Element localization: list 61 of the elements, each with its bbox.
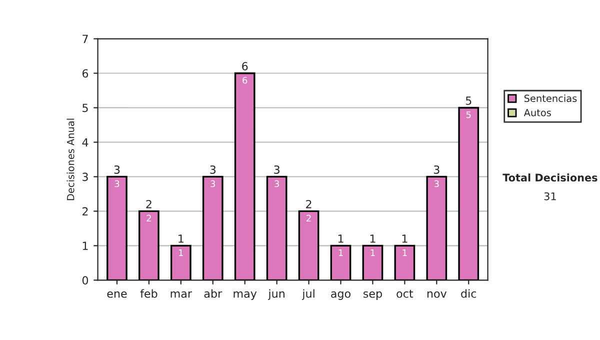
text: 31 xyxy=(544,192,556,200)
data-label: 6 xyxy=(242,76,248,84)
bar xyxy=(330,244,352,280)
x-tick-label: nov xyxy=(427,291,447,298)
total-label: 1 xyxy=(178,234,184,243)
x-tick-label: ene xyxy=(107,291,127,298)
y-axis-title: Decisiones Anual xyxy=(66,118,74,200)
y-tick-label: 7 xyxy=(82,34,88,43)
total-label: 1 xyxy=(338,234,344,243)
y-tick-label: 4 xyxy=(82,138,88,146)
bar xyxy=(458,106,480,280)
total-label: 6 xyxy=(242,62,248,70)
bar xyxy=(202,176,224,280)
data-label: 5 xyxy=(466,111,471,118)
total-label: 1 xyxy=(402,234,408,243)
y-tick-label: 0 xyxy=(82,276,88,285)
x-tick-label: mar xyxy=(170,291,192,298)
x-tick-label: sep xyxy=(363,291,382,300)
x-tick-label: abr xyxy=(204,289,222,298)
total-label: 3 xyxy=(210,165,216,174)
legend-label: Sentencias xyxy=(524,94,577,102)
total-label: 3 xyxy=(434,165,440,174)
bar xyxy=(170,244,192,280)
x-tick-label: oct xyxy=(396,290,414,298)
data-label: 3 xyxy=(434,180,439,188)
x-tick-label: dic xyxy=(461,289,476,298)
bar xyxy=(426,176,448,280)
total-label: 3 xyxy=(274,165,280,174)
y-tick-label: 3 xyxy=(82,172,88,182)
y-tick-label: 2 xyxy=(82,207,88,216)
data-label: 1 xyxy=(338,249,343,256)
data-label: 2 xyxy=(146,214,151,222)
x-tick-label: may xyxy=(234,291,257,300)
bar xyxy=(394,244,416,280)
data-label: 1 xyxy=(370,249,375,256)
x-tick-label: feb xyxy=(140,289,158,298)
data-label: 3 xyxy=(114,180,120,188)
x-tick-label: jul xyxy=(302,289,314,300)
total-label: 1 xyxy=(370,234,376,243)
y-tick-label: 1 xyxy=(82,242,88,250)
x-tick-label: jun xyxy=(268,289,284,300)
bar xyxy=(138,210,160,280)
text: Total Decisiones xyxy=(502,173,598,182)
data-label: 1 xyxy=(402,249,407,256)
legend-label: Autos xyxy=(524,109,551,116)
total-label: 2 xyxy=(146,200,152,208)
data-label: 3 xyxy=(274,180,279,188)
bar xyxy=(266,176,288,280)
y-tick-label: 5 xyxy=(82,104,88,112)
total-label: 2 xyxy=(306,200,312,208)
data-label: 1 xyxy=(179,249,183,256)
bar xyxy=(362,244,384,280)
data-label: 3 xyxy=(210,180,216,188)
total-label: 3 xyxy=(114,165,120,174)
y-tick-label: 6 xyxy=(82,69,88,78)
bar xyxy=(234,72,256,280)
total-label: 5 xyxy=(466,96,472,105)
bar xyxy=(298,210,320,280)
bar xyxy=(106,176,128,280)
data-label: 2 xyxy=(306,214,311,222)
x-tick-label: ago xyxy=(331,291,350,300)
